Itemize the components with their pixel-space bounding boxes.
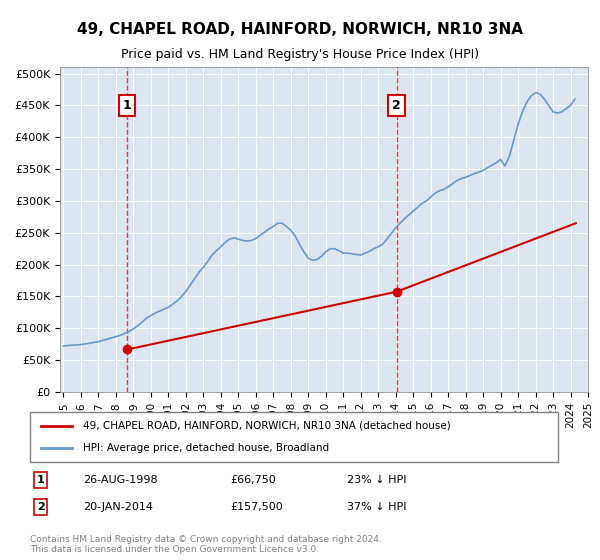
Text: £157,500: £157,500 <box>230 502 283 512</box>
Text: 49, CHAPEL ROAD, HAINFORD, NORWICH, NR10 3NA: 49, CHAPEL ROAD, HAINFORD, NORWICH, NR10… <box>77 22 523 38</box>
FancyBboxPatch shape <box>30 412 558 462</box>
Text: 2: 2 <box>392 99 401 112</box>
Text: 2: 2 <box>37 502 44 512</box>
Text: HPI: Average price, detached house, Broadland: HPI: Average price, detached house, Broa… <box>83 443 329 453</box>
Text: 26-AUG-1998: 26-AUG-1998 <box>83 475 157 485</box>
Text: 49, CHAPEL ROAD, HAINFORD, NORWICH, NR10 3NA (detached house): 49, CHAPEL ROAD, HAINFORD, NORWICH, NR10… <box>83 421 451 431</box>
Text: Contains HM Land Registry data © Crown copyright and database right 2024.
This d: Contains HM Land Registry data © Crown c… <box>30 535 382 554</box>
Text: 1: 1 <box>37 475 44 485</box>
Text: 37% ↓ HPI: 37% ↓ HPI <box>347 502 406 512</box>
Text: £66,750: £66,750 <box>230 475 277 485</box>
Text: 20-JAN-2014: 20-JAN-2014 <box>83 502 153 512</box>
Text: 1: 1 <box>123 99 131 112</box>
Text: Price paid vs. HM Land Registry's House Price Index (HPI): Price paid vs. HM Land Registry's House … <box>121 48 479 60</box>
Text: 23% ↓ HPI: 23% ↓ HPI <box>347 475 406 485</box>
